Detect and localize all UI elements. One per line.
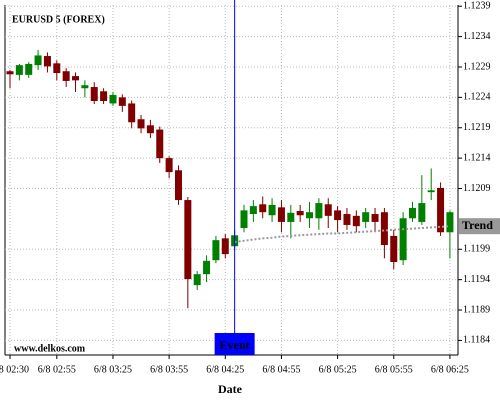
candle-body [193, 274, 201, 286]
candle-body [418, 203, 426, 222]
candle-body [62, 71, 70, 81]
candle-body [380, 212, 388, 246]
candle-body [212, 240, 220, 261]
x-tick-label: 6/8 04:55 [262, 364, 300, 375]
candle-body [6, 71, 14, 75]
candle-body [249, 206, 257, 215]
candle-body [408, 207, 416, 219]
watermark: www.delkos.com [14, 343, 86, 354]
x-tick-label: 6/8 06:25 [431, 364, 469, 375]
x-tick-label: 6/8 05:55 [375, 364, 413, 375]
x-tick-label: 6/8 02:55 [38, 364, 76, 375]
candle-body [43, 56, 51, 67]
candle-body [437, 187, 445, 233]
candle-body [90, 87, 98, 102]
x-axis-title: Date [218, 382, 243, 396]
legend-label: Trend [462, 218, 493, 232]
x-tick-label: 6/8 04:25 [206, 364, 244, 375]
y-tick-label: 1.1224 [463, 92, 491, 103]
chart-title: EURUSD 5 (FOREX) [12, 14, 105, 25]
candle-body [287, 212, 295, 222]
x-tick-label: 6/8 03:55 [150, 364, 188, 375]
y-tick-label: 1.1214 [463, 152, 491, 163]
candle-body [109, 94, 117, 104]
candle-body [128, 103, 136, 123]
candle-body [25, 63, 33, 75]
candle-body [240, 210, 248, 229]
candle-body [165, 158, 173, 173]
y-tick-label: 1.1229 [463, 61, 491, 72]
plot: 1.1184 1.1189 1.1194 1.1199 1.1209 1.1214 1.12… [0, 0, 491, 375]
candle-body [34, 55, 42, 66]
event-label: Event [220, 338, 250, 352]
candle-body [268, 204, 276, 216]
candle-body [184, 200, 192, 280]
candle-body [446, 212, 454, 233]
candle-body [156, 129, 164, 159]
y-tick-label: 1.1234 [463, 31, 491, 42]
candle-body [53, 63, 61, 74]
trend-line [234, 225, 450, 243]
candle-body [315, 203, 323, 219]
y-tick-label: 1.1239 [463, 1, 491, 12]
trend-label-box [459, 218, 500, 235]
candle-body [15, 65, 23, 75]
candle-body [296, 210, 304, 216]
candle-body [118, 97, 126, 106]
x-tick-label: 6/8 05:25 [319, 364, 357, 375]
candle-body [203, 260, 211, 275]
candle-body [427, 190, 435, 193]
y-tick-label: 1.1219 [463, 122, 491, 133]
candle-body [100, 91, 108, 102]
candle-body [390, 235, 398, 263]
candle-body [371, 214, 379, 222]
candle-body [277, 207, 285, 222]
candle-body [334, 210, 342, 221]
y-tick-label: 1.1184 [463, 335, 490, 346]
candle-body [259, 204, 267, 213]
candle-body [362, 212, 370, 222]
candle-body [399, 218, 407, 261]
y-tick-label: 1.1189 [463, 304, 490, 315]
candle-body [352, 215, 360, 227]
candle-body [137, 119, 145, 129]
y-tick-label: 1.1209 [463, 183, 491, 194]
candle-body [81, 85, 89, 89]
candle-body [324, 204, 332, 216]
candle-body [174, 170, 182, 201]
x-tick-label: 6/8 02:30 [0, 364, 29, 375]
candle-body [146, 125, 154, 134]
candle-body [221, 238, 229, 255]
y-tick-label: 1.1194 [463, 274, 490, 285]
x-tick-label: 6/8 03:25 [94, 364, 132, 375]
y-tick-label: 1.1199 [463, 244, 490, 255]
candle-body [306, 212, 314, 219]
event-label-box [214, 333, 255, 355]
candle-body [343, 214, 351, 225]
candle-body [72, 76, 80, 81]
